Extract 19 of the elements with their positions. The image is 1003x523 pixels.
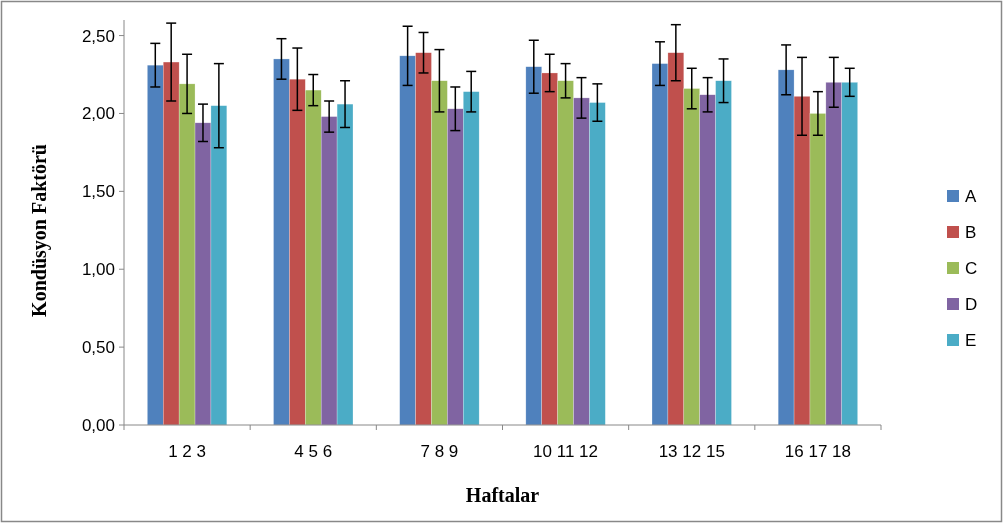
y-tick-label: 2,00 [81,104,115,124]
legend-label: A [965,186,977,206]
legend-label: C [965,258,978,278]
y-tick-label: 1,50 [81,182,115,202]
legend-label: B [965,222,977,242]
y-tick-label: 2,50 [81,26,115,46]
x-tick-label: 16 17 18 [784,442,852,461]
y-tick-label: 0,00 [81,415,115,435]
x-tick-label: 13 12 15 [658,442,725,461]
y-tick-label: 0,50 [81,338,115,358]
y-axis-title: Kondüsyon Faktörü [28,144,51,317]
x-tick-label: 4 5 6 [294,442,333,461]
legend-label: D [965,294,978,314]
x-tick-label: 10 11 12 [533,442,599,461]
x-axis-title: Haftalar [465,484,540,506]
legend-label: E [965,330,977,350]
x-tick-label: 7 8 9 [420,442,459,461]
x-tick-label: 1 2 3 [168,442,206,461]
y-tick-label: 1,00 [81,260,115,280]
